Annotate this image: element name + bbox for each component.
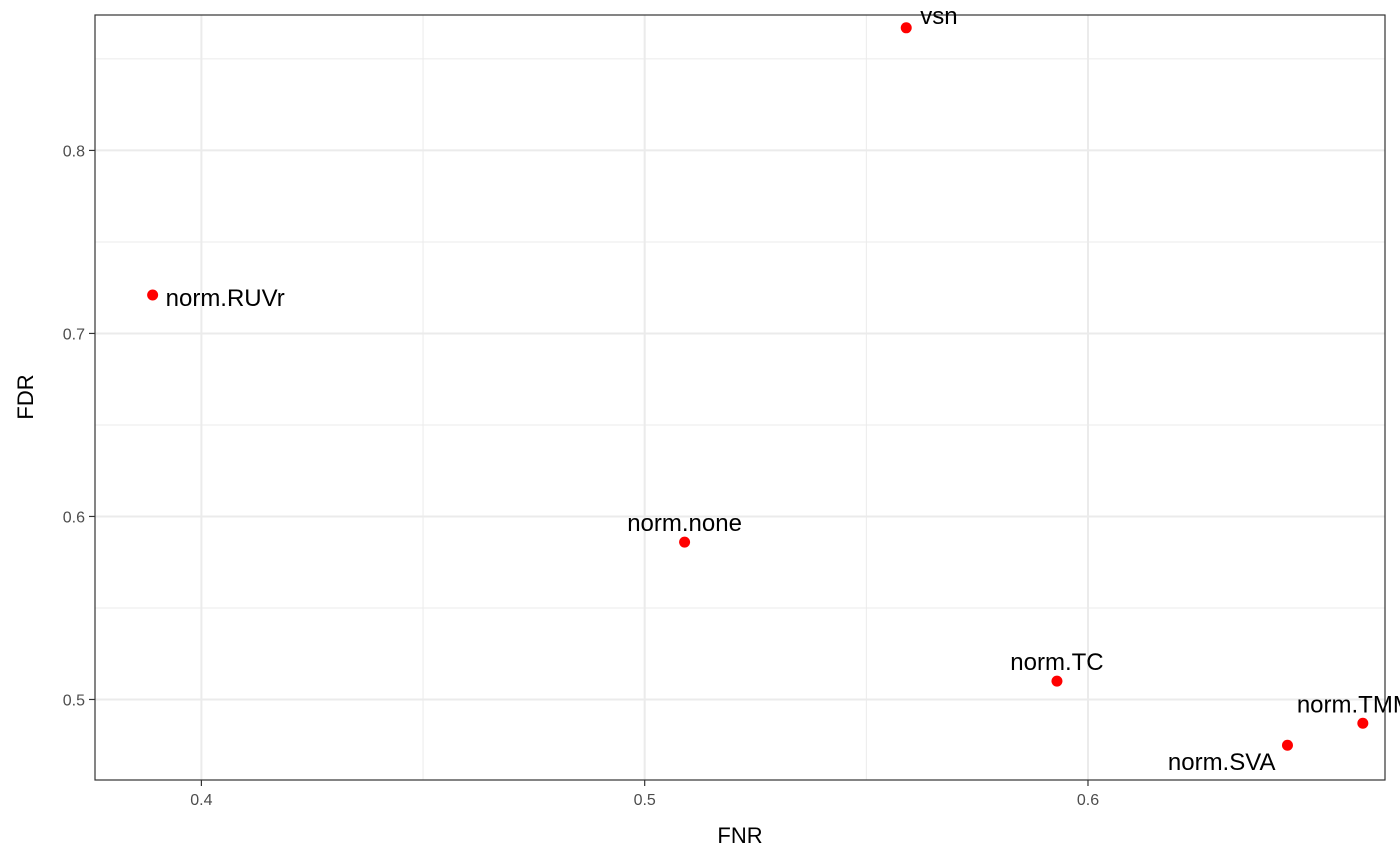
- data-point: [1051, 675, 1063, 687]
- y-tick-label: 0.5: [63, 692, 85, 709]
- axis-ticks: [89, 149, 1089, 786]
- major-gridlines: [95, 15, 1385, 780]
- y-tick-label: 0.7: [63, 326, 85, 343]
- y-tick-label: 0.8: [63, 143, 85, 160]
- plot-panel-border: [94, 14, 1386, 781]
- tick-labels: 0.4 0.5 0.6 0.5 0.6 0.7 0.8: [63, 143, 1099, 809]
- point-labels: vsn norm.RUVr norm.none norm.TC norm.TMM norm…: [166, 3, 1400, 776]
- data-point: [679, 536, 691, 548]
- data-point: [1357, 717, 1369, 729]
- x-tick-label: 0.6: [1077, 792, 1099, 809]
- point-label: norm.SVA: [1168, 749, 1276, 776]
- y-tick-label: 0.6: [63, 509, 85, 526]
- point-label: norm.RUVr: [166, 285, 285, 312]
- data-points: [147, 22, 1369, 751]
- point-label: norm.none: [627, 510, 742, 537]
- x-axis-title: FNR: [717, 823, 762, 848]
- y-axis-title: FDR: [13, 374, 38, 419]
- minor-gridlines: [95, 15, 1385, 780]
- plot-panel-background: [95, 15, 1385, 780]
- data-point: [900, 22, 912, 34]
- x-tick-label: 0.4: [190, 792, 212, 809]
- data-point: [147, 289, 159, 301]
- point-label: norm.TMM: [1297, 691, 1400, 718]
- point-label: norm.TC: [1010, 649, 1103, 676]
- point-label: vsn: [920, 3, 957, 30]
- x-tick-label: 0.5: [634, 792, 656, 809]
- data-point: [1281, 739, 1293, 751]
